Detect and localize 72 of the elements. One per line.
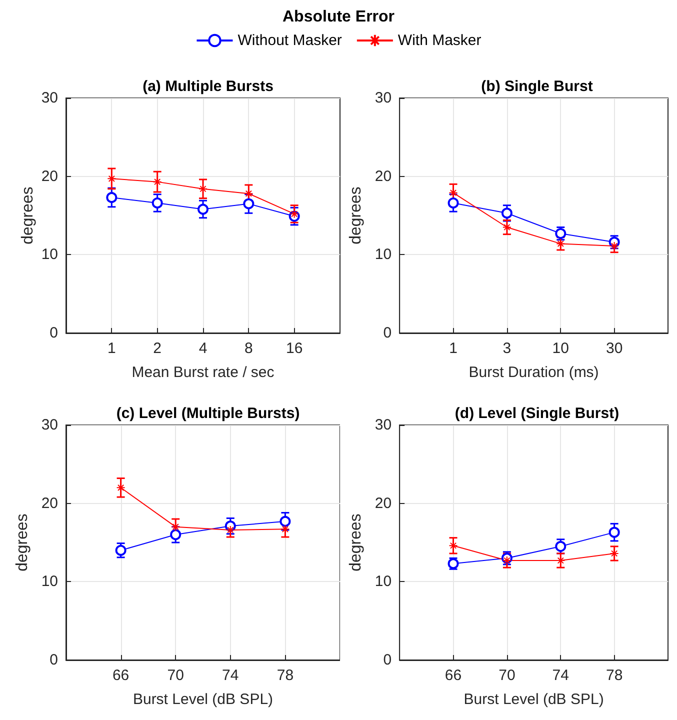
point	[198, 204, 208, 215]
point	[171, 522, 180, 532]
y-tick-label: 0	[50, 324, 58, 342]
y-tick-label: 20	[374, 494, 392, 512]
y-tick-label: 10	[41, 573, 58, 590]
x-tick-label: 1	[107, 340, 116, 357]
y-tick-label: 10	[374, 573, 392, 590]
point	[610, 548, 619, 558]
y-tick-label: 10	[41, 246, 58, 264]
x-tick-label: 30	[606, 340, 623, 357]
y-tick-label: 0	[383, 652, 392, 668]
point	[610, 242, 619, 251]
x-axis-title: Burst Level (dB SPL)	[464, 691, 604, 708]
point	[502, 556, 512, 566]
point	[290, 209, 299, 218]
point	[170, 529, 182, 540]
point	[501, 208, 512, 219]
x-tick-label: 4	[198, 340, 208, 357]
y-axis-title: degrees	[20, 186, 36, 244]
x-tick-label: 3	[502, 340, 512, 357]
x-axis-title: Mean Burst rate / sec	[132, 364, 275, 381]
point	[608, 526, 620, 538]
x-tick-label: 70	[498, 667, 516, 684]
text: Absolute Error	[282, 8, 395, 26]
point	[448, 197, 459, 208]
y-tick-label: 20	[41, 168, 58, 185]
point	[152, 177, 162, 186]
chart-title: (a) Multiple Bursts	[142, 78, 274, 95]
x-tick-label: 78	[606, 667, 623, 684]
point	[243, 198, 254, 210]
point	[116, 483, 126, 492]
x-tick-label: 74	[222, 667, 239, 684]
point	[152, 197, 163, 208]
y-axis-title: degrees	[348, 514, 364, 572]
x-tick-label: 8	[244, 340, 253, 357]
y-tick-label: 30	[374, 90, 392, 106]
y-tick-label: 30	[41, 90, 58, 106]
point	[115, 544, 126, 556]
x-tick-label: 74	[552, 667, 569, 684]
legend-label: With Masker	[398, 32, 482, 49]
point	[244, 189, 254, 198]
y-tick-label: 0	[383, 324, 392, 342]
point	[106, 192, 118, 203]
point	[555, 540, 566, 552]
point	[107, 174, 116, 184]
y-tick-label: 20	[41, 494, 58, 512]
chart-title: (c) Level (Multiple Bursts)	[116, 405, 300, 422]
y-tick-label: 20	[374, 168, 392, 185]
y-tick-label: 0	[50, 652, 58, 668]
x-tick-label: 66	[112, 667, 130, 684]
y-tick-label: 30	[41, 416, 58, 434]
point	[280, 524, 290, 534]
y-tick-label: 10	[374, 246, 392, 264]
legend-label: Without Masker	[238, 32, 342, 49]
point	[502, 222, 512, 232]
point	[226, 525, 235, 534]
point	[280, 516, 291, 527]
chart-title: (d) Level (Single Burst)	[454, 405, 620, 422]
chart-title: (b) Single Burst	[481, 78, 593, 95]
x-tick-label: 10	[552, 340, 569, 357]
x-axis-title: Burst Level (dB SPL)	[132, 691, 274, 708]
x-tick-label: 70	[167, 667, 184, 684]
y-tick-label: 30	[374, 416, 392, 434]
x-tick-label: 1	[449, 340, 458, 357]
x-tick-label: 78	[276, 667, 294, 684]
x-tick-label: 2	[153, 340, 162, 357]
x-tick-label: 66	[444, 667, 462, 684]
x-axis-title: Burst Duration (ms)	[468, 364, 599, 381]
y-axis-title: degrees	[14, 514, 31, 572]
x-tick-label: 16	[286, 340, 303, 357]
point	[556, 239, 566, 248]
y-axis-title: degrees	[348, 186, 364, 244]
